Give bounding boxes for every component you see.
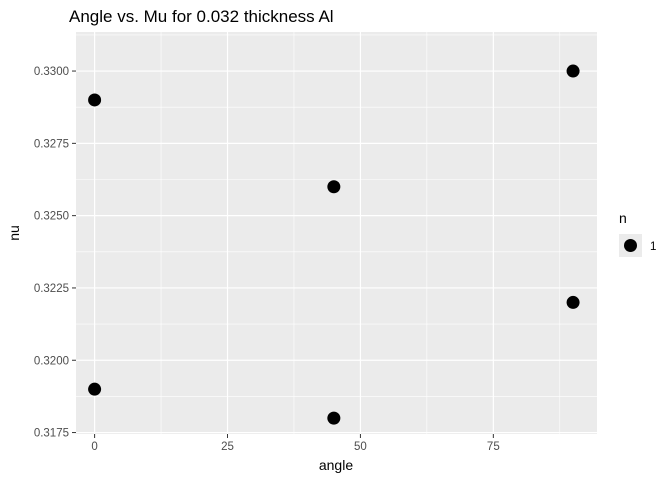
x-tick-label: 75 xyxy=(487,441,500,453)
data-point xyxy=(327,411,341,425)
chart-title: Angle vs. Mu for 0.032 thickness Al xyxy=(69,7,334,26)
legend-title: n xyxy=(619,210,627,226)
y-axis-ticks: 0.3175 0.3200 0.3225 0.3250 0.3275 0.3300 xyxy=(34,66,76,440)
y-tick-label: 0.3225 xyxy=(34,283,69,295)
y-tick-label: 0.3250 xyxy=(34,211,69,223)
legend: n 1 xyxy=(619,210,656,257)
data-point xyxy=(566,295,580,309)
y-tick-label: 0.3200 xyxy=(34,355,69,367)
x-tick-label: 25 xyxy=(221,441,234,453)
data-points xyxy=(88,64,580,425)
y-tick-label: 0.3275 xyxy=(34,138,69,150)
x-axis-ticks: 0 25 50 75 xyxy=(91,434,500,453)
legend-key-point xyxy=(624,239,637,252)
x-tick-label: 50 xyxy=(354,441,367,453)
y-tick-label: 0.3175 xyxy=(34,428,69,440)
x-tick-label: 0 xyxy=(91,441,97,453)
y-axis-title: nu xyxy=(6,225,22,241)
x-axis-title: angle xyxy=(319,457,353,473)
data-point xyxy=(88,93,102,107)
data-point xyxy=(566,64,580,78)
data-point xyxy=(88,382,102,396)
plot-panel xyxy=(76,32,597,434)
y-tick-label: 0.3300 xyxy=(34,66,69,78)
data-point xyxy=(327,180,341,194)
legend-label-1: 1 xyxy=(650,241,656,253)
